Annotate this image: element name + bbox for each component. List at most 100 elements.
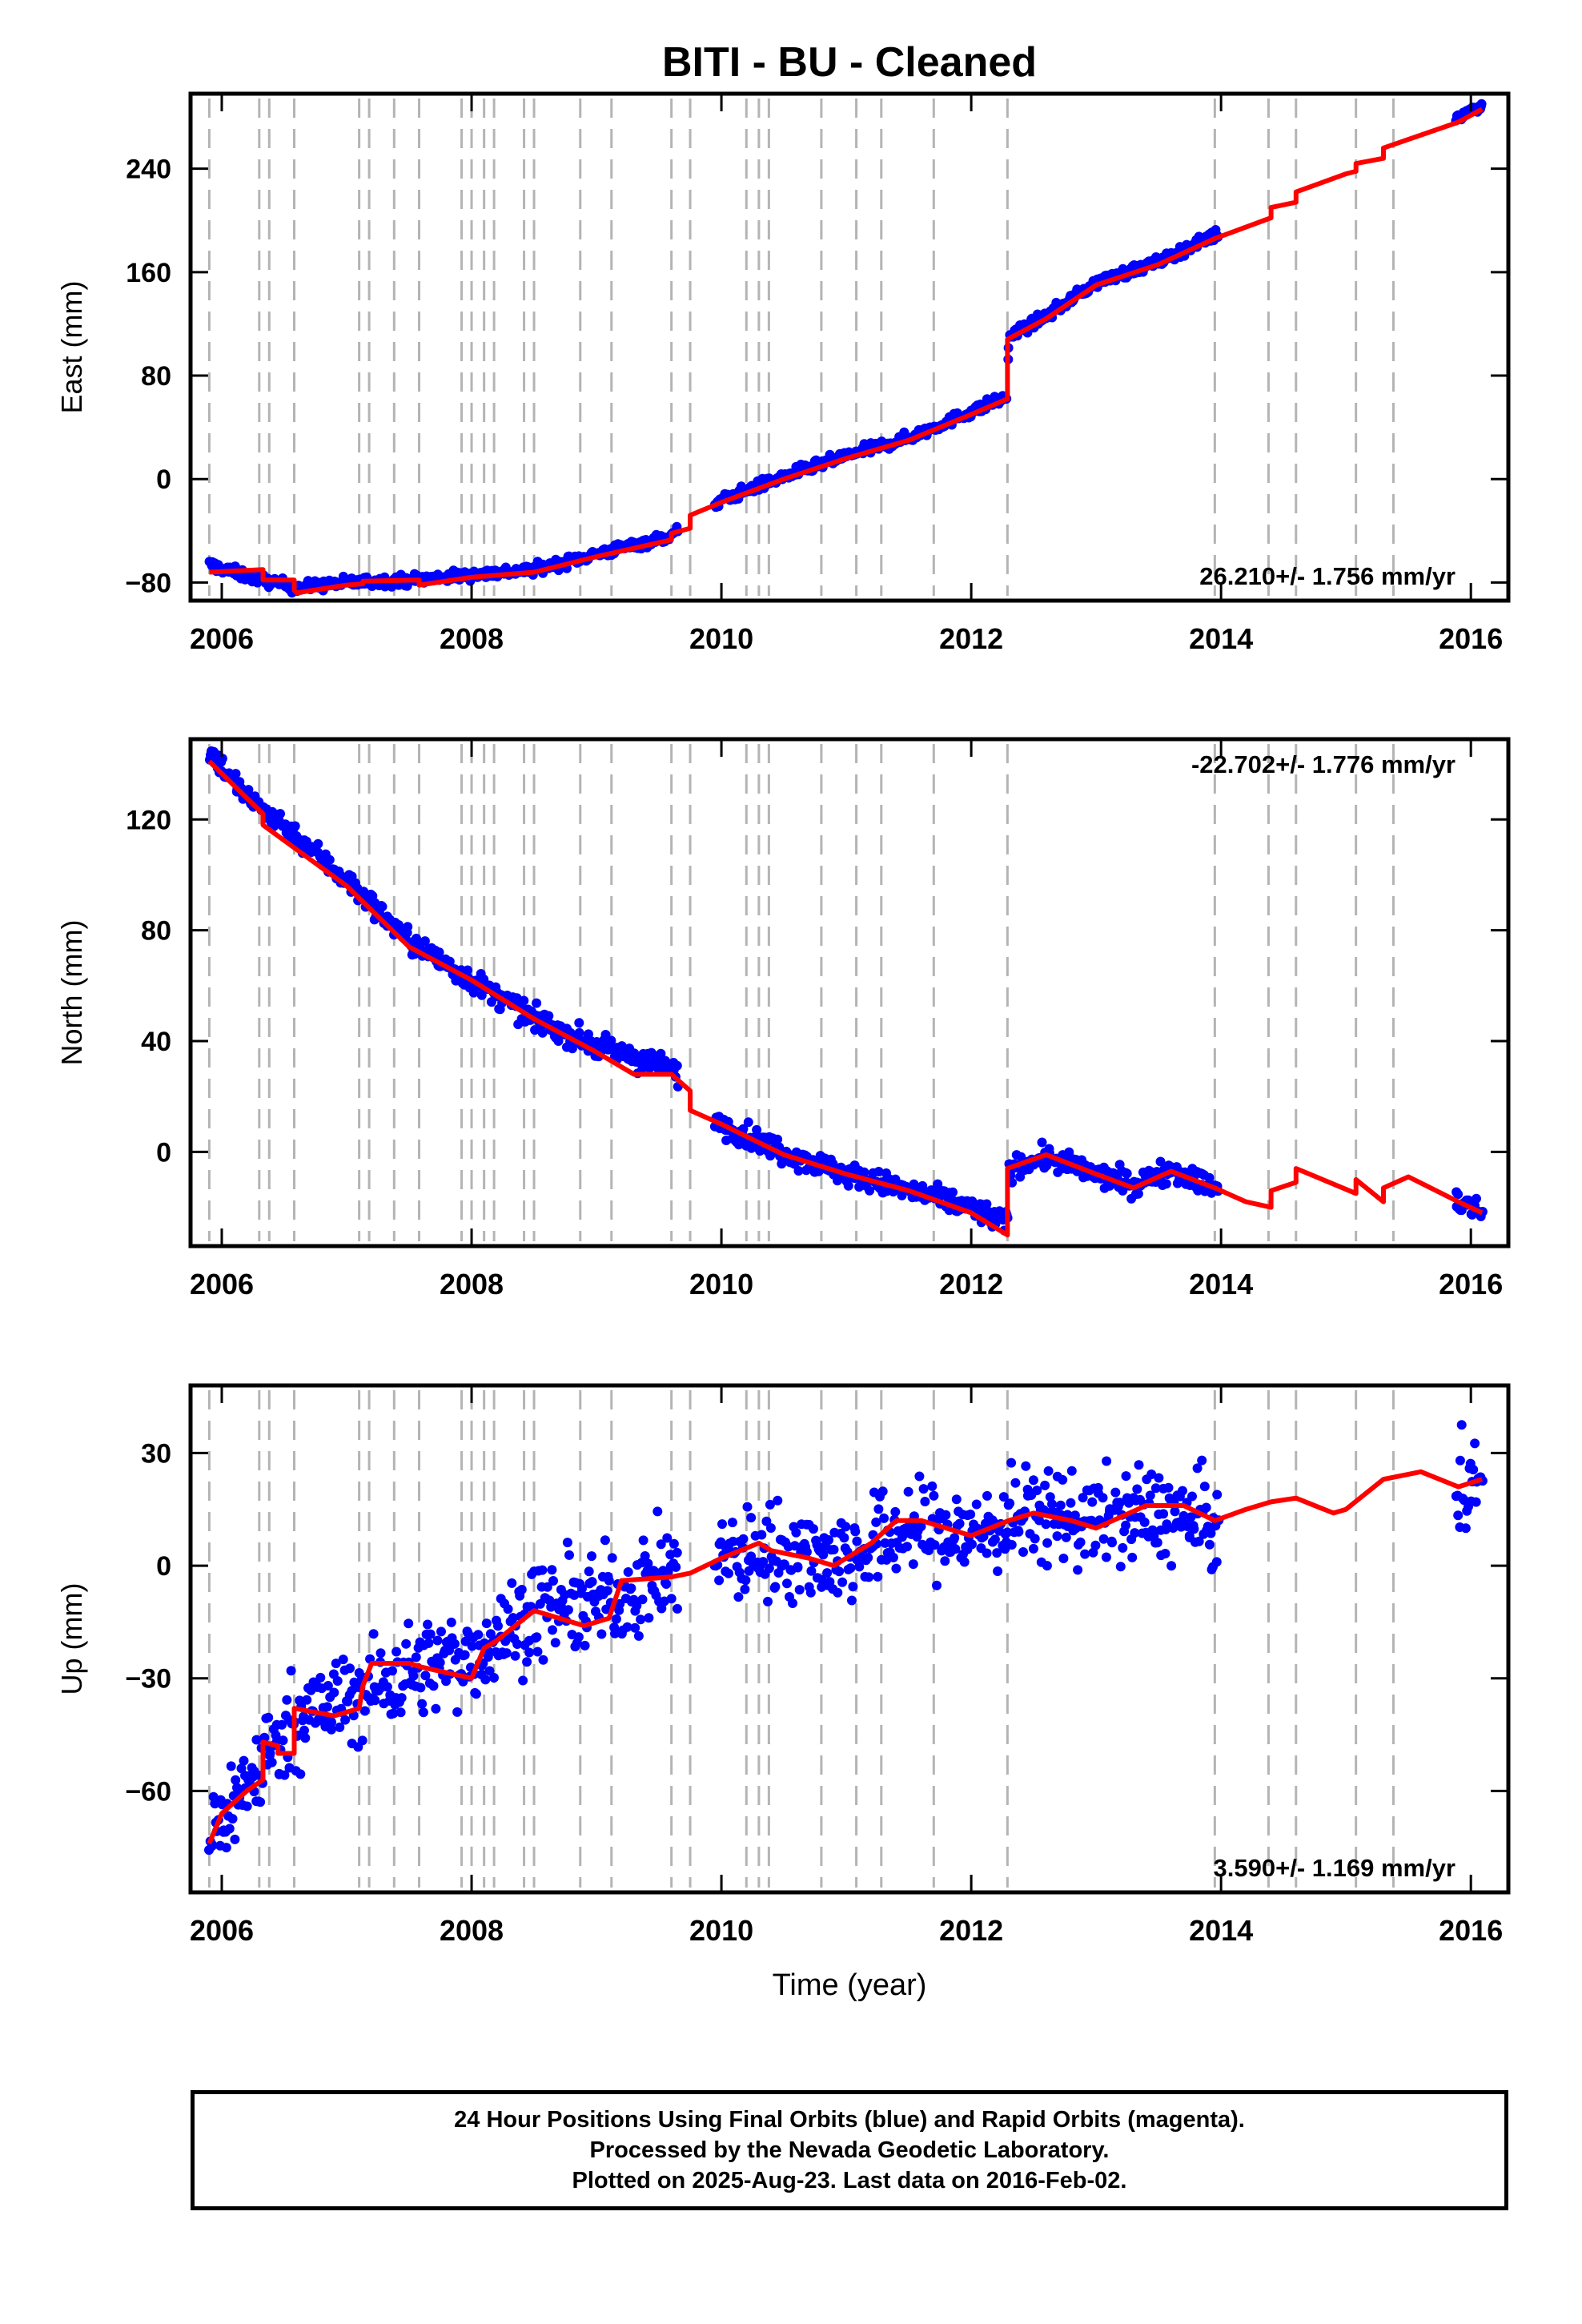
data-point <box>1032 1486 1042 1496</box>
data-point <box>446 1617 456 1627</box>
data-point <box>300 1733 311 1743</box>
data-point <box>897 1190 907 1200</box>
data-point <box>418 1707 428 1718</box>
data-point <box>640 1551 650 1561</box>
data-point <box>435 1658 445 1667</box>
data-point <box>1047 1499 1057 1510</box>
data-point <box>382 1682 392 1692</box>
data-point <box>638 1535 648 1546</box>
data-point <box>1006 1458 1017 1468</box>
data-point <box>873 1571 883 1582</box>
data-point <box>982 1548 992 1558</box>
data-point <box>1211 1557 1222 1567</box>
data-point <box>263 1712 274 1723</box>
data-point <box>626 1583 636 1594</box>
data-point <box>794 1585 805 1595</box>
data-point <box>226 1761 236 1771</box>
data-point <box>1037 1137 1047 1148</box>
data-point <box>859 1167 869 1177</box>
data-point <box>746 1551 757 1562</box>
y-tick-label: 120 <box>126 805 171 835</box>
data-point <box>441 1676 452 1687</box>
data-point <box>377 902 387 912</box>
data-point <box>416 1683 426 1693</box>
data-point <box>967 1539 977 1550</box>
data-point <box>1042 1538 1053 1548</box>
data-point <box>950 1544 961 1554</box>
data-point <box>738 1534 749 1544</box>
y-axis-label: Up (mm) <box>55 1583 88 1695</box>
data-point <box>633 1630 644 1641</box>
data-point <box>388 1708 399 1719</box>
y-tick-label: 0 <box>156 464 171 495</box>
data-point <box>1152 1538 1162 1548</box>
panel-east: −80 0 80 160 240 2006 2008 2010 2012 2014 2016 East… <box>55 91 1511 655</box>
step-lines <box>207 99 1395 596</box>
data-point <box>326 1724 336 1735</box>
data-point <box>770 1582 781 1592</box>
data-point <box>782 1578 792 1589</box>
data-point <box>1476 99 1487 109</box>
data-point <box>1154 1473 1164 1483</box>
data-point <box>239 1755 249 1766</box>
data-point <box>1178 1486 1187 1496</box>
data-point <box>854 1562 865 1572</box>
x-tick-label: 2010 <box>689 622 753 655</box>
data-point <box>843 1180 853 1191</box>
data-point <box>971 1499 982 1510</box>
data-point <box>255 1797 266 1807</box>
data-point <box>524 1647 535 1658</box>
data-point <box>1204 1172 1215 1183</box>
data-point <box>537 1565 548 1575</box>
footer-line-3: Plotted on 2025-Aug-23. Last data on 201… <box>572 2168 1127 2193</box>
data-point <box>1170 1506 1180 1517</box>
velocity-annotation: -22.702+/- 1.776 mm/yr <box>1191 750 1456 778</box>
data-point <box>537 1027 548 1038</box>
data-point <box>773 1134 783 1144</box>
data-point <box>1189 1524 1199 1534</box>
data-point <box>930 1540 940 1550</box>
data-point <box>315 1672 326 1683</box>
data-point <box>573 1632 584 1642</box>
x-axis-label: Time (year) <box>773 1968 927 2002</box>
data-point <box>1080 1549 1090 1559</box>
data-point <box>908 1559 918 1570</box>
data-point <box>982 1490 992 1501</box>
step-lines <box>207 1390 1395 1888</box>
data-point <box>1021 1461 1031 1471</box>
data-point <box>834 1566 845 1577</box>
data-point <box>865 1185 875 1196</box>
data-point <box>251 1735 262 1745</box>
data-point <box>602 1586 612 1596</box>
data-point <box>1041 1519 1051 1530</box>
data-point <box>231 769 241 779</box>
data-point <box>824 1535 833 1545</box>
data-point <box>873 1504 884 1514</box>
data-point <box>1110 1487 1121 1498</box>
data-point <box>1166 1561 1177 1571</box>
data-point <box>404 1618 414 1629</box>
data-point <box>538 1655 548 1665</box>
panel-up: −60 −30 0 30 2006 2008 2010 2012 2014 2016 Up (mm)… <box>55 1383 1511 2002</box>
data-point <box>1058 1474 1068 1485</box>
y-axis-label: East (mm) <box>55 281 88 414</box>
data-point <box>265 1748 275 1759</box>
data-point <box>1030 1534 1040 1544</box>
model-fit-line <box>207 759 1484 1238</box>
data-point <box>644 1613 654 1623</box>
data-point <box>669 1538 679 1549</box>
data-point <box>1014 1526 1024 1537</box>
data-point <box>370 1695 380 1706</box>
data-point <box>1040 1480 1050 1490</box>
y-tick-label: 160 <box>126 258 171 288</box>
data-point <box>275 809 285 819</box>
data-point <box>431 1703 441 1714</box>
data-point <box>1160 1549 1170 1558</box>
y-tick-label: 30 <box>141 1438 171 1469</box>
data-point <box>724 1568 733 1578</box>
velocity-annotation: 26.210+/- 1.756 mm/yr <box>1199 562 1456 590</box>
footer-note-box: 24 Hour Positions Using Final Orbits (bl… <box>191 2090 1508 2210</box>
data-point <box>1161 1179 1171 1189</box>
data-point <box>481 1618 492 1629</box>
data-point <box>563 1605 573 1615</box>
